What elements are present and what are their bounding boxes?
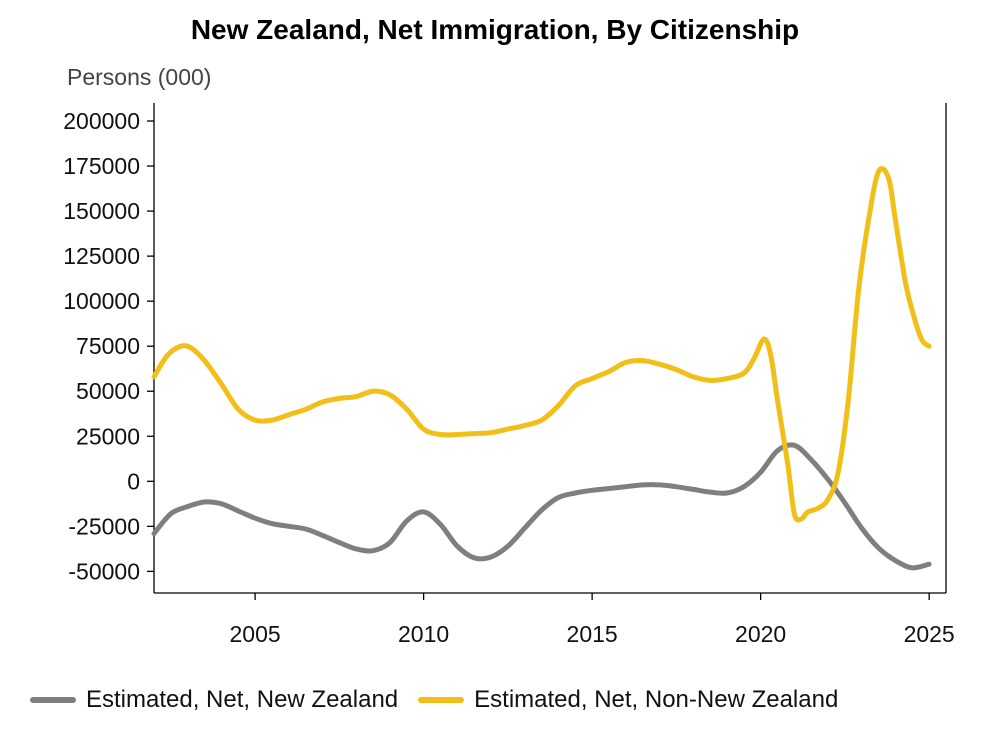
y-tick-label: 200000 bbox=[63, 108, 140, 134]
x-tick-label: 2020 bbox=[735, 621, 786, 647]
legend: Estimated, Net, New Zealand Estimated, N… bbox=[30, 686, 858, 714]
y-tick-label: 100000 bbox=[63, 288, 140, 314]
x-axis-ticks: 2005 2010 2015 2020 2025 bbox=[230, 593, 955, 647]
y-axis-ticks: 200000 175000 150000 125000 100000 75000 50000… bbox=[63, 108, 154, 584]
y-tick-label: 0 bbox=[127, 468, 140, 494]
axes bbox=[153, 103, 947, 594]
y-axis-label: Persons (000) bbox=[67, 64, 212, 90]
y-tick-label: 125000 bbox=[63, 243, 140, 269]
y-tick-label: 75000 bbox=[76, 333, 140, 359]
legend-item-new-zealand[interactable]: Estimated, Net, New Zealand bbox=[30, 686, 398, 714]
legend-item-non-new-zealand[interactable]: Estimated, Net, Non-New Zealand bbox=[418, 686, 838, 714]
series-lines bbox=[151, 166, 932, 571]
x-tick-label: 2005 bbox=[230, 621, 281, 647]
x-tick-label: 2025 bbox=[904, 621, 955, 647]
legend-swatch-non-new-zealand bbox=[418, 697, 465, 703]
legend-label-new-zealand: Estimated, Net, New Zealand bbox=[86, 686, 399, 713]
series-line-new-zealand bbox=[151, 442, 932, 571]
x-tick-label: 2010 bbox=[398, 621, 449, 647]
x-tick-label: 2015 bbox=[567, 621, 618, 647]
y-tick-label: 25000 bbox=[76, 423, 140, 449]
legend-label-non-new-zealand: Estimated, Net, Non-New Zealand bbox=[474, 686, 839, 713]
y-tick-label: -25000 bbox=[68, 513, 140, 539]
y-tick-label: -50000 bbox=[68, 558, 140, 584]
y-tick-label: 50000 bbox=[76, 378, 140, 404]
legend-swatch-new-zealand bbox=[30, 697, 76, 703]
series-line-non-new-zealand bbox=[151, 166, 932, 523]
y-tick-label: 150000 bbox=[63, 198, 140, 224]
y-tick-label: 175000 bbox=[63, 153, 140, 179]
chart-title: New Zealand, Net Immigration, By Citizen… bbox=[190, 14, 800, 45]
